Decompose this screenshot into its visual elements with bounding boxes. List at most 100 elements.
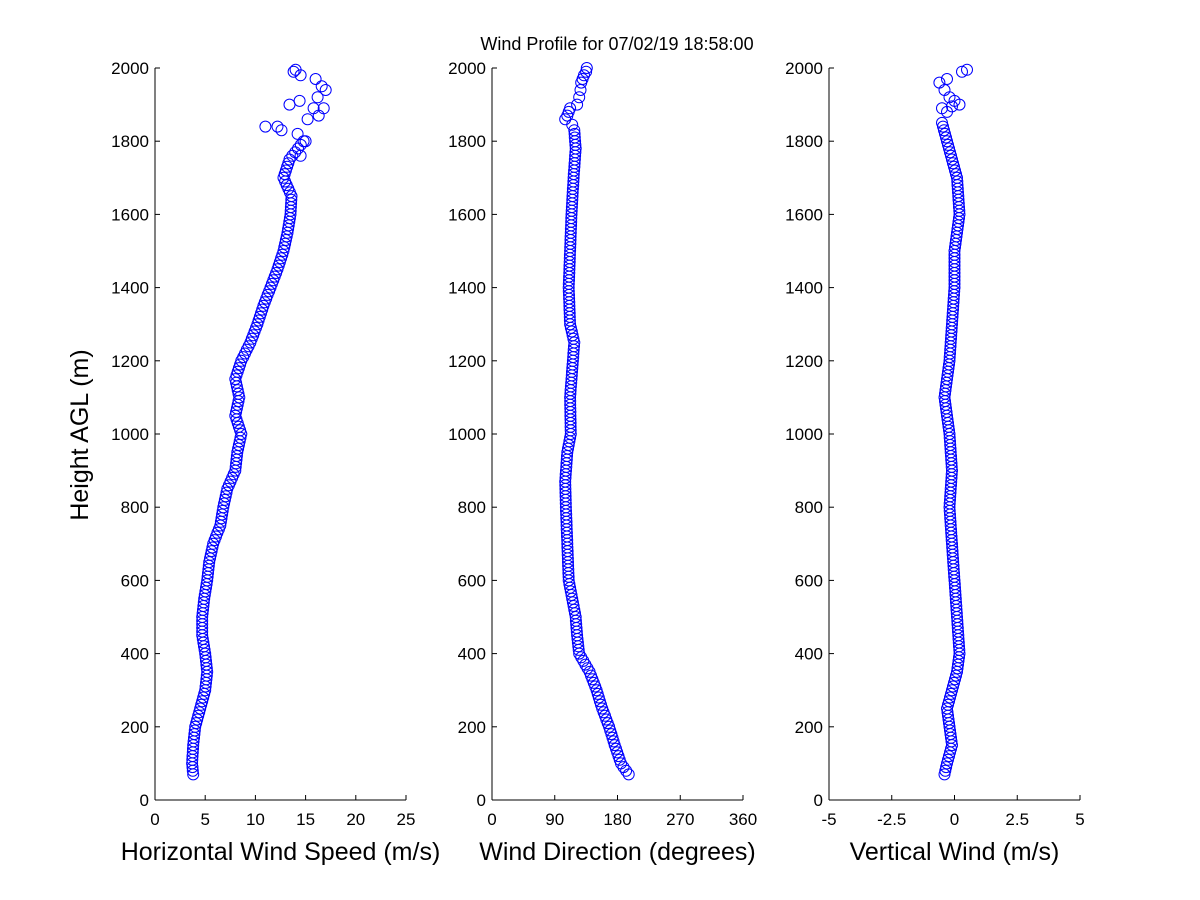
speed-data-point [301, 113, 314, 126]
vertical-data-point [949, 673, 961, 686]
vertical-data-point [946, 684, 958, 697]
vertical-y-tick-label: 800 [795, 498, 823, 517]
speed-data-point [312, 109, 325, 122]
direction-data-point [592, 691, 605, 704]
direction-data-point [607, 735, 620, 748]
speed-data-point [271, 120, 284, 133]
speed-data-point [197, 691, 210, 704]
vertical-data-point [938, 84, 951, 96]
vertical-y-tick-label: 1400 [785, 279, 823, 298]
speed-y-tick-label: 2000 [111, 59, 149, 78]
speed-data-point [194, 702, 207, 715]
vertical-y-tick-label: 1000 [785, 425, 823, 444]
direction-data-point [568, 124, 581, 137]
speed-data-point [191, 713, 204, 726]
direction-y-tick-label: 600 [458, 571, 486, 590]
direction-y-tick-label: 2000 [448, 59, 486, 78]
vertical-data-point [948, 676, 960, 689]
direction-y-tick-label: 200 [458, 718, 486, 737]
direction-data-point [564, 102, 577, 115]
direction-data-point [568, 127, 581, 140]
vertical-data-point [941, 73, 953, 85]
speed-x-axis-label: Horizontal Wind Speed (m/s) [121, 838, 441, 866]
direction-data-point [608, 739, 621, 752]
direction-data-point [595, 698, 607, 711]
vertical-data-point [944, 746, 956, 759]
speed-y-tick-label: 1000 [111, 425, 149, 444]
vertical-data-point [943, 695, 955, 708]
speed-data-point [294, 149, 307, 162]
speed-y-tick-label: 1400 [111, 279, 149, 298]
vertical-data-point [942, 138, 954, 151]
direction-x-tick-label: 0 [487, 810, 496, 829]
vertical-data-point [939, 127, 951, 140]
direction-y-tick-label: 1800 [448, 132, 486, 151]
speed-data-point [283, 98, 296, 111]
direction-data-point [591, 687, 604, 700]
speed-data-point [285, 193, 298, 206]
direction-y-tick-label: 1000 [448, 425, 486, 444]
vertical-data-point [943, 142, 955, 155]
vertical-data-point [942, 698, 954, 711]
vertical-x-tick-label: 0 [950, 810, 959, 829]
direction-data-point [580, 62, 593, 74]
direction-data-point [580, 65, 593, 78]
speed-y-tick-label: 400 [121, 645, 149, 664]
vertical-data-point [943, 750, 955, 763]
speed-x-tick-label: 20 [346, 810, 365, 829]
direction-data-point [604, 724, 617, 737]
direction-x-tick-label: 360 [729, 810, 757, 829]
vertical-x-tick-label: 5 [1075, 810, 1084, 829]
direction-data-point [620, 764, 633, 777]
vertical-data-point [950, 669, 962, 682]
speed-data-point [315, 80, 328, 93]
speed-data-point [307, 102, 320, 115]
vertical-data-point [936, 116, 948, 129]
direction-y-tick-label: 1400 [448, 279, 486, 298]
vertical-data-point [946, 153, 958, 166]
vertical-y-tick-label: 200 [795, 718, 823, 737]
vertical-y-tick-label: 1600 [785, 205, 823, 224]
speed-data-point [293, 94, 306, 107]
vertical-y-tick-label: 0 [814, 791, 823, 810]
speed-data-point [259, 120, 272, 133]
direction-data-point [593, 695, 606, 708]
direction-data-point [571, 98, 584, 111]
vertical-data-point [946, 100, 958, 113]
vertical-data-point [936, 102, 948, 115]
direction-data-point [606, 731, 619, 744]
speed-x-tick-label: 0 [150, 810, 159, 829]
direction-y-tick-label: 1600 [448, 205, 486, 224]
direction-x-axis-label: Wind Direction (degrees) [479, 838, 756, 866]
y-axis-label: Height AGL (m) [66, 349, 94, 520]
vertical-data-point [944, 691, 956, 704]
speed-data-point [317, 102, 330, 115]
speed-data-point [289, 63, 302, 76]
vertical-x-tick-label: 2.5 [1005, 810, 1029, 829]
speed-data-point [193, 706, 206, 719]
speed-y-tick-label: 1600 [111, 205, 149, 224]
direction-data-point [568, 131, 581, 144]
direction-data-point [578, 69, 590, 82]
vertical-data-point [945, 149, 957, 162]
direction-x-tick-label: 180 [603, 810, 631, 829]
direction-x-tick-label: 90 [545, 810, 564, 829]
speed-data-point [188, 724, 201, 737]
speed-data-point [311, 91, 324, 104]
speed-data-point [309, 73, 322, 85]
speed-data-point [287, 65, 300, 78]
vertical-data-point [945, 687, 957, 700]
speed-data-point [196, 695, 209, 708]
speed-data-point [299, 135, 312, 148]
vertical-x-tick-label: -2.5 [877, 810, 906, 829]
speed-x-tick-label: 10 [246, 810, 265, 829]
vertical-data-point [947, 157, 959, 170]
direction-y-tick-label: 0 [477, 791, 486, 810]
speed-y-tick-label: 1200 [111, 352, 149, 371]
figure-title: Wind Profile for 07/02/19 18:58:00 [480, 34, 753, 54]
speed-data-point [291, 127, 304, 140]
vertical-data-point [948, 160, 960, 173]
vertical-data-point [941, 757, 953, 770]
